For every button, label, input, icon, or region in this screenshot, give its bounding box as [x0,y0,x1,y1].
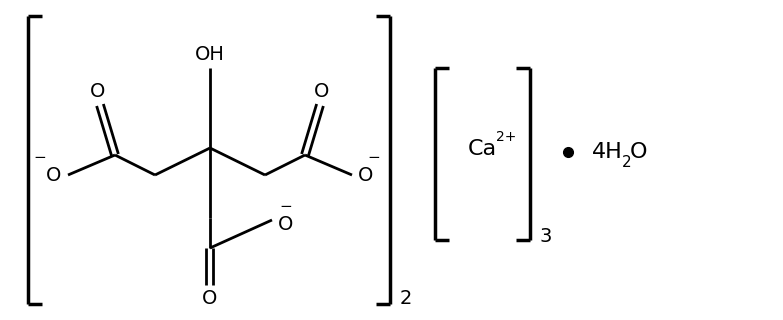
Text: Ca: Ca [468,139,497,159]
Text: O: O [278,214,294,234]
Text: 2: 2 [400,289,412,308]
Text: 3: 3 [539,227,552,245]
Text: −: − [34,149,46,164]
Text: O: O [202,290,218,308]
Text: 2+: 2+ [496,130,517,144]
Text: 4H: 4H [592,142,622,162]
Text: OH: OH [195,44,225,63]
Text: O: O [46,165,62,185]
Text: 2: 2 [622,155,632,170]
Text: −: − [280,198,292,213]
Text: O: O [359,165,373,185]
Text: O: O [90,82,106,100]
Text: O: O [630,142,648,162]
Text: −: − [368,149,381,164]
Text: O: O [314,82,330,100]
